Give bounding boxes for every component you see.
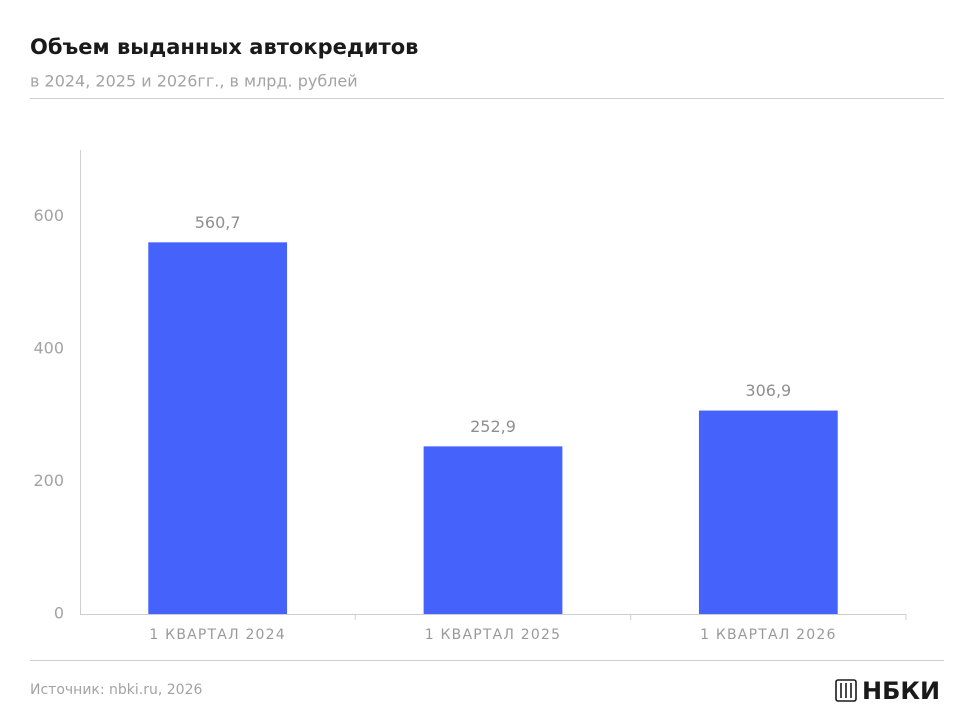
y-tick-label: 600 bbox=[33, 206, 64, 225]
value-label: 560,7 bbox=[195, 213, 241, 232]
chart-title: Объем выданных автокредитов bbox=[30, 35, 418, 59]
bar bbox=[423, 446, 563, 614]
value-label: 306,9 bbox=[745, 381, 791, 400]
y-tick-label: 0 bbox=[54, 604, 64, 623]
bar bbox=[698, 410, 838, 614]
bar bbox=[148, 242, 288, 614]
logo: НБКИ bbox=[862, 677, 940, 705]
y-tick-label: 200 bbox=[33, 471, 64, 490]
source: Источник: nbki.ru, 2026 bbox=[30, 682, 202, 698]
y-tick-label: 400 bbox=[33, 338, 64, 357]
x-tick-label: 1 КВАРТАЛ 2026 bbox=[700, 627, 836, 643]
value-label: 252,9 bbox=[470, 417, 516, 436]
x-tick-label: 1 КВАРТАЛ 2025 bbox=[425, 627, 561, 643]
x-tick-label: 1 КВАРТАЛ 2024 bbox=[149, 627, 285, 643]
chart-subtitle: в 2024, 2025 и 2026гг., в млрд. рублей bbox=[30, 72, 358, 91]
logo-icon bbox=[835, 679, 857, 702]
